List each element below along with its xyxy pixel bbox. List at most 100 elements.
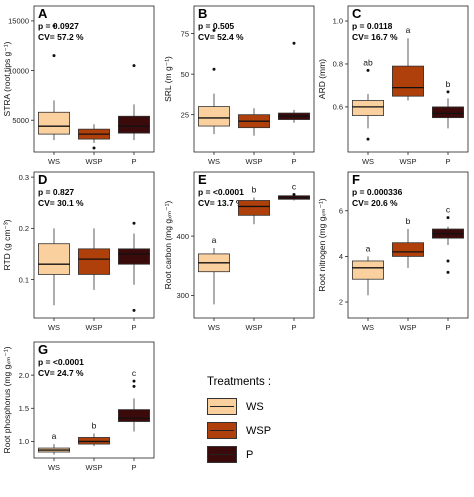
significance-letter: a <box>52 431 57 441</box>
outlier-point <box>446 259 450 263</box>
box-p <box>118 64 151 141</box>
x-tick-label: P <box>131 463 136 472</box>
significance-letter: b <box>92 420 97 430</box>
y-tick-label: 0.1 <box>19 275 29 284</box>
box-ws: a <box>351 243 384 296</box>
box-body <box>391 65 424 97</box>
outlier-point <box>292 41 296 45</box>
legend-label-p: P <box>246 448 254 461</box>
x-tick-label: P <box>291 157 296 166</box>
box-body <box>118 248 151 265</box>
y-tick-label: 2 <box>339 298 343 307</box>
p-value: p = 0.0118 <box>352 21 393 31</box>
outlier-point <box>132 308 136 312</box>
x-tick-label: WSP <box>245 157 262 166</box>
y-axis-label: Root carbon (mg gₓₘ⁻¹) <box>163 201 173 290</box>
outlier-point <box>366 68 370 72</box>
legend-title: Treatments : <box>207 376 272 388</box>
y-tick-label: 6 <box>339 206 343 215</box>
cv-value: CV= 20.6 % <box>352 198 398 208</box>
y-tick-label: 5000 <box>12 116 29 125</box>
x-tick-label: P <box>291 323 296 332</box>
box-wsp: b <box>391 216 424 268</box>
significance-letter: c <box>446 205 451 215</box>
box-body <box>197 106 230 127</box>
significance-letter: b <box>446 79 451 89</box>
x-tick-label: WSP <box>85 157 102 166</box>
p-value: p = 0.000336 <box>352 187 403 197</box>
y-tick-label: 400 <box>176 232 189 241</box>
outlier-point <box>446 216 450 220</box>
p-value: p = 0.827 <box>38 187 74 197</box>
outlier-point <box>446 270 450 274</box>
box-body <box>391 242 424 257</box>
outlier-point <box>132 64 136 68</box>
significance-letter: c <box>292 182 297 192</box>
panel-a: 5000 10000 15000 WS WSP P STRA (root tips g⁻¹)… <box>2 5 155 166</box>
legend-item-p: P <box>207 446 253 463</box>
p-value: p = <0.0001 <box>198 187 244 197</box>
outlier-point <box>92 146 96 150</box>
cv-value: CV= 24.7 % <box>38 368 84 378</box>
y-tick-label: 4 <box>339 252 343 261</box>
legend-item-ws: WS <box>207 398 264 415</box>
cv-value: CV= 13.7 % <box>198 198 244 208</box>
x-tick-label: WS <box>48 323 60 332</box>
x-tick-label: WSP <box>85 463 102 472</box>
legend-swatch-p <box>207 446 237 463</box>
y-tick-label: 1.0 <box>19 437 29 446</box>
panel-g: 1.0 1.5 2.0 WS WSP P Root phosphorus (mg gₓₘ⁻¹… <box>2 341 155 472</box>
p-value: p = 0.505 <box>198 21 234 31</box>
cv-value: CV= 52.4 % <box>198 32 244 42</box>
x-tick-label: P <box>131 323 136 332</box>
legend-label-wsp: WSP <box>246 424 272 437</box>
legend-item-wsp: WSP <box>207 422 271 439</box>
panel-letter: D <box>38 172 47 187</box>
box-p: c <box>277 182 310 201</box>
box-ws: a <box>38 431 71 455</box>
box-ws <box>38 24 71 141</box>
box-body <box>237 200 270 216</box>
y-axis-label: SRL (m g⁻¹) <box>163 56 173 102</box>
x-tick-label: P <box>131 157 136 166</box>
box-p: c <box>431 205 464 274</box>
significance-letter: b <box>406 216 411 226</box>
x-tick-label: WS <box>208 323 220 332</box>
outlier-point <box>212 28 216 32</box>
outlier-point <box>132 384 136 388</box>
x-tick-label: WS <box>48 463 60 472</box>
y-tick-label: 50 <box>181 70 189 79</box>
significance-letter: a <box>366 243 371 253</box>
box-wsp <box>78 228 111 290</box>
panel-f: 2 4 6 WS WSP P Root nitrogen (mg gₓₘ⁻¹) Fp = 0.… <box>317 171 469 332</box>
y-tick-label: 0.2 <box>19 224 29 233</box>
box-body <box>38 243 71 275</box>
panel-d: 0.1 0.2 0.3 WS WSP P RTD (g cm⁻³) Dp = 0.827CV=… <box>2 171 155 332</box>
panel-e: 300 400 WS WSP P Root carbon (mg gₓₘ⁻¹) Ep = <… <box>163 171 315 332</box>
box-p <box>118 221 151 312</box>
outlier-point <box>446 90 450 94</box>
y-axis-label: ARD (mm) <box>317 59 327 99</box>
box-body <box>78 248 111 275</box>
box-body <box>351 100 384 116</box>
box-body <box>38 111 71 135</box>
legend-swatch-wsp <box>207 422 237 439</box>
box-body <box>351 260 384 280</box>
y-tick-label: 1.5 <box>19 404 29 413</box>
legend-swatch-ws <box>207 398 237 415</box>
x-tick-label: P <box>445 323 450 332</box>
x-tick-label: WSP <box>399 323 416 332</box>
significance-letter: b <box>252 185 257 195</box>
outlier-point <box>366 137 370 141</box>
y-tick-label: 75 <box>181 29 189 38</box>
box-p <box>277 41 310 123</box>
box-ws: ab <box>351 57 384 141</box>
x-tick-label: WS <box>48 157 60 166</box>
y-axis-label: Root nitrogen (mg gₓₘ⁻¹) <box>317 198 327 292</box>
panel-letter: E <box>198 172 207 187</box>
box-ws <box>197 28 230 135</box>
panel-letter: G <box>38 342 48 357</box>
